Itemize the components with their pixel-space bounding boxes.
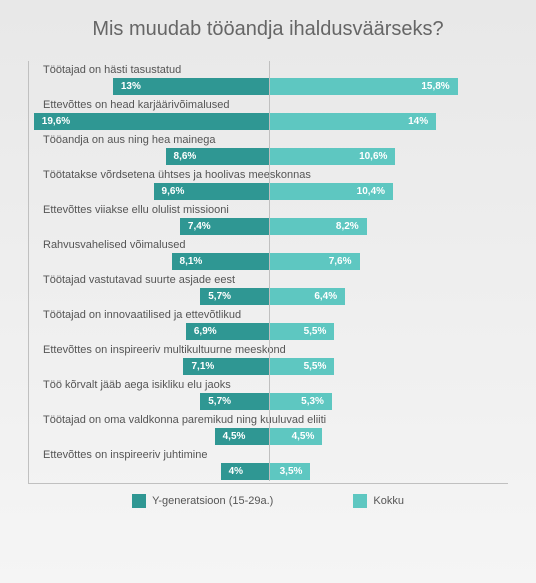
bar-left: 9,6%	[154, 183, 269, 200]
chart-container: Mis muudab tööandja ihaldusväärseks? Töö…	[0, 0, 536, 518]
bar-left: 4%	[221, 463, 269, 480]
legend-left-swatch	[132, 494, 146, 508]
bar-right: 7,6%	[269, 253, 360, 270]
chart-title: Mis muudab tööandja ihaldusväärseks?	[28, 18, 508, 41]
bar-right: 5,5%	[269, 358, 335, 375]
legend-left-label: Y-generatsioon (15-29a.)	[152, 495, 273, 507]
bar-right: 4,5%	[269, 428, 323, 445]
bar-left: 8,6%	[166, 148, 269, 165]
bar-left: 7,1%	[183, 358, 268, 375]
bar-right: 6,4%	[269, 288, 346, 305]
bar-left: 5,7%	[200, 288, 268, 305]
bar-right: 10,6%	[269, 148, 396, 165]
bar-left: 5,7%	[200, 393, 268, 410]
legend: Y-generatsioon (15-29a.) Kokku	[28, 494, 508, 508]
bar-right: 14%	[269, 113, 437, 130]
bar-left: 7,4%	[180, 218, 269, 235]
bar-left: 13%	[113, 78, 269, 95]
bar-left: 8,1%	[172, 253, 269, 270]
bar-left: 6,9%	[186, 323, 269, 340]
bar-right: 5,5%	[269, 323, 335, 340]
bar-right: 8,2%	[269, 218, 367, 235]
legend-right-label: Kokku	[373, 495, 404, 507]
bar-left: 19,6%	[34, 113, 269, 130]
legend-left: Y-generatsioon (15-29a.)	[132, 494, 273, 508]
chart-rows: Töötajad on hästi tasustatud13%15,8%Ette…	[28, 61, 508, 484]
bar-right: 10,4%	[269, 183, 394, 200]
bar-right: 3,5%	[269, 463, 311, 480]
bar-right: 5,3%	[269, 393, 332, 410]
bar-right: 15,8%	[269, 78, 458, 95]
legend-right-swatch	[353, 494, 367, 508]
center-divider	[269, 61, 270, 481]
bar-left: 4,5%	[215, 428, 269, 445]
legend-right: Kokku	[353, 494, 404, 508]
